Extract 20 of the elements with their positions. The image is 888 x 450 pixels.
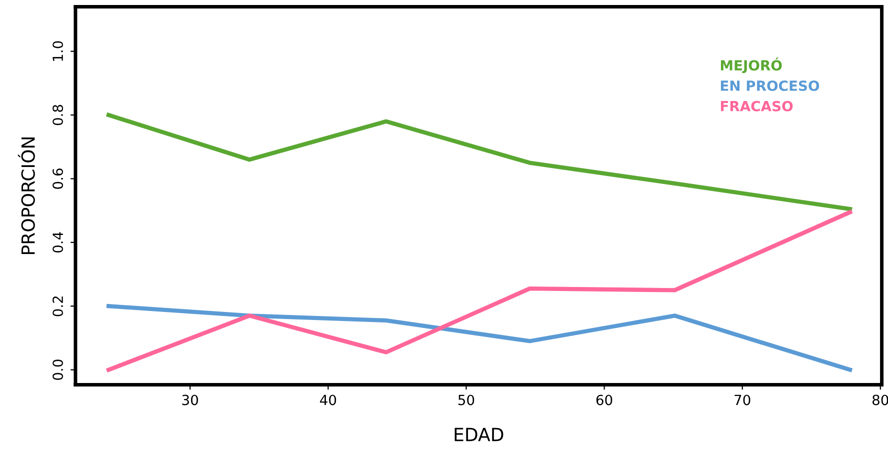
x-tick-label: 40 [320,394,336,406]
x-tick-label: 70 [734,394,750,406]
line-series [106,304,852,372]
y-tick-label: 0.8 [52,104,64,126]
y-tick-label: 0.4 [52,232,64,253]
y-axis-title: PROPORCIÓN [18,138,35,254]
x-axis-title: EDAD [454,428,504,442]
x-tick-label: 50 [458,394,474,406]
text: EN PROCESO [720,80,820,91]
line-series [106,112,852,212]
y-tick-label: 1.0 [52,41,64,61]
x-tick-label: 60 [596,394,612,406]
x-tick-label: 30 [182,394,198,406]
y-tick-label: 0.2 [52,296,64,316]
text: FRACASO [720,100,793,112]
y-tick-label: 0.0 [52,360,64,380]
line-series [106,210,852,372]
text: MEJORÓ [720,58,782,74]
x-tick-label: 80 [872,394,888,406]
y-tick-label: 0.6 [52,168,64,189]
